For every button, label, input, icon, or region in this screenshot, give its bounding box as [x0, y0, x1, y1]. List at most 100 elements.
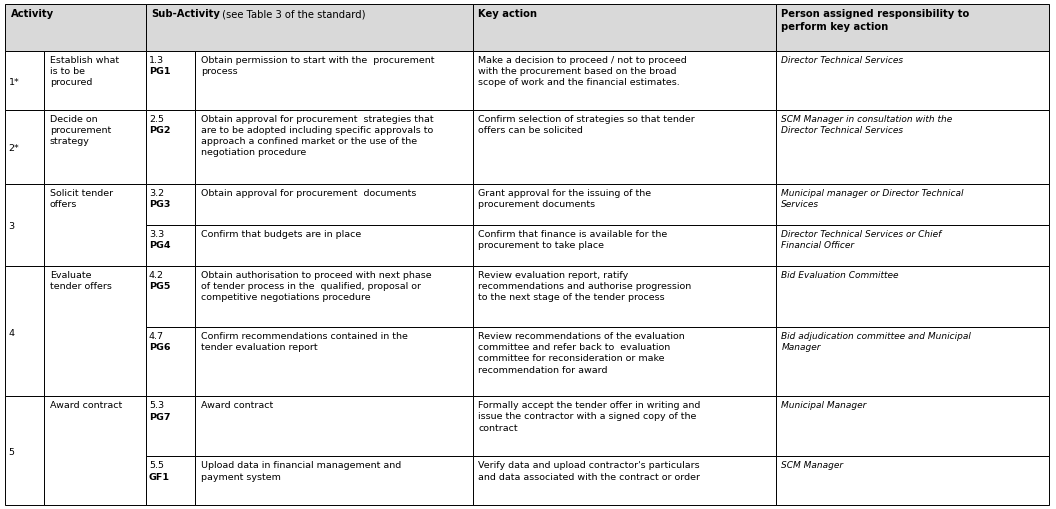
- Bar: [473, 396, 776, 457]
- Bar: [473, 266, 776, 327]
- Text: Review evaluation report, ratify
recommendations and authorise progression
to th: Review evaluation report, ratify recomme…: [478, 271, 692, 302]
- Bar: [473, 4, 776, 51]
- Text: 5.5: 5.5: [149, 462, 164, 470]
- Bar: [146, 457, 195, 505]
- Bar: [44, 396, 146, 505]
- Bar: [146, 4, 473, 51]
- Text: Grant approval for the issuing of the
procurement documents: Grant approval for the issuing of the pr…: [478, 189, 652, 209]
- Text: 2*: 2*: [8, 144, 19, 153]
- Text: 3.3: 3.3: [149, 230, 164, 239]
- Text: 2.5: 2.5: [149, 115, 164, 124]
- Bar: [776, 266, 1049, 327]
- Text: Obtain permission to start with the  procurement
process: Obtain permission to start with the proc…: [201, 56, 434, 76]
- Text: Award contract: Award contract: [201, 401, 272, 410]
- Text: Confirm selection of strategies so that tender
offers can be solicited: Confirm selection of strategies so that …: [478, 115, 695, 135]
- Bar: [5, 184, 44, 266]
- Text: Confirm recommendations contained in the
tender evaluation report: Confirm recommendations contained in the…: [201, 332, 408, 352]
- Bar: [44, 266, 146, 396]
- Text: Solicit tender
offers: Solicit tender offers: [50, 189, 113, 209]
- Bar: [195, 396, 473, 457]
- Text: 5: 5: [8, 448, 15, 457]
- Bar: [473, 184, 776, 225]
- Text: PG2: PG2: [149, 126, 170, 135]
- Bar: [473, 457, 776, 505]
- Bar: [5, 4, 146, 51]
- Text: SCM Manager: SCM Manager: [781, 462, 844, 470]
- Bar: [44, 184, 146, 266]
- Text: Establish what
is to be
procured: Establish what is to be procured: [50, 56, 118, 87]
- Text: Bid Evaluation Committee: Bid Evaluation Committee: [781, 271, 899, 280]
- Bar: [44, 110, 146, 184]
- Bar: [44, 51, 146, 110]
- Text: Municipal manager or Director Technical
Services: Municipal manager or Director Technical …: [781, 189, 964, 209]
- Text: PG7: PG7: [149, 412, 170, 421]
- Text: PG3: PG3: [149, 200, 170, 209]
- Text: PG6: PG6: [149, 344, 170, 352]
- Text: Review recommendations of the evaluation
committee and refer back to  evaluation: Review recommendations of the evaluation…: [478, 332, 685, 375]
- Text: Obtain authorisation to proceed with next phase
of tender process in the  qualif: Obtain authorisation to proceed with nex…: [201, 271, 431, 302]
- Text: 3: 3: [8, 222, 15, 232]
- Bar: [473, 110, 776, 184]
- Bar: [776, 51, 1049, 110]
- Text: 4.2: 4.2: [149, 271, 164, 280]
- Bar: [776, 184, 1049, 225]
- Text: Person assigned responsibility to
perform key action: Person assigned responsibility to perfor…: [781, 9, 969, 32]
- Text: 4.7: 4.7: [149, 332, 164, 341]
- Text: Bid adjudication committee and Municipal
Manager: Bid adjudication committee and Municipal…: [781, 332, 972, 352]
- Text: Confirm that budgets are in place: Confirm that budgets are in place: [201, 230, 361, 239]
- Text: 5.3: 5.3: [149, 401, 164, 410]
- Bar: [195, 457, 473, 505]
- Bar: [195, 184, 473, 225]
- Text: Obtain approval for procurement  strategies that
are to be adopted including spe: Obtain approval for procurement strategi…: [201, 115, 433, 157]
- Bar: [473, 225, 776, 266]
- Bar: [146, 396, 195, 457]
- Bar: [146, 184, 195, 225]
- Text: Key action: Key action: [478, 9, 538, 19]
- Text: PG5: PG5: [149, 282, 170, 291]
- Text: Director Technical Services: Director Technical Services: [781, 56, 904, 65]
- Text: Evaluate
tender offers: Evaluate tender offers: [50, 271, 112, 291]
- Text: Director Technical Services or Chief
Financial Officer: Director Technical Services or Chief Fin…: [781, 230, 942, 250]
- Bar: [146, 225, 195, 266]
- Text: Activity: Activity: [11, 9, 54, 19]
- Text: Confirm that finance is available for the
procurement to take place: Confirm that finance is available for th…: [478, 230, 667, 250]
- Bar: [195, 327, 473, 396]
- Text: Award contract: Award contract: [50, 401, 121, 410]
- Bar: [776, 457, 1049, 505]
- Bar: [146, 110, 195, 184]
- Text: 1*: 1*: [8, 78, 19, 87]
- Bar: [5, 396, 44, 505]
- Text: GF1: GF1: [149, 473, 170, 482]
- Text: Upload data in financial management and
payment system: Upload data in financial management and …: [201, 462, 401, 482]
- Text: PG4: PG4: [149, 241, 170, 250]
- Text: SCM Manager in consultation with the
Director Technical Services: SCM Manager in consultation with the Dir…: [781, 115, 953, 135]
- Bar: [5, 266, 44, 396]
- Bar: [146, 266, 195, 327]
- Text: Municipal Manager: Municipal Manager: [781, 401, 867, 410]
- Bar: [146, 51, 195, 110]
- Bar: [146, 327, 195, 396]
- Text: Make a decision to proceed / not to proceed
with the procurement based on the br: Make a decision to proceed / not to proc…: [478, 56, 687, 87]
- Bar: [776, 4, 1049, 51]
- Text: Obtain approval for procurement  documents: Obtain approval for procurement document…: [201, 189, 416, 198]
- Bar: [776, 396, 1049, 457]
- Text: Sub-Activity: Sub-Activity: [151, 9, 220, 19]
- Bar: [473, 51, 776, 110]
- Text: 4: 4: [8, 329, 15, 337]
- Text: 1.3: 1.3: [149, 56, 164, 65]
- Text: (see Table 3 of the standard): (see Table 3 of the standard): [219, 9, 365, 19]
- Bar: [776, 110, 1049, 184]
- Bar: [776, 225, 1049, 266]
- Text: PG1: PG1: [149, 67, 170, 76]
- Text: 3.2: 3.2: [149, 189, 164, 198]
- Bar: [473, 327, 776, 396]
- Bar: [195, 266, 473, 327]
- Bar: [195, 225, 473, 266]
- Text: Decide on
procurement
strategy: Decide on procurement strategy: [50, 115, 111, 146]
- Bar: [195, 51, 473, 110]
- Bar: [5, 110, 44, 184]
- Bar: [5, 51, 44, 110]
- Text: Verify data and upload contractor's particulars
and data associated with the con: Verify data and upload contractor's part…: [478, 462, 700, 482]
- Text: Formally accept the tender offer in writing and
issue the contractor with a sign: Formally accept the tender offer in writ…: [478, 401, 701, 433]
- Bar: [776, 327, 1049, 396]
